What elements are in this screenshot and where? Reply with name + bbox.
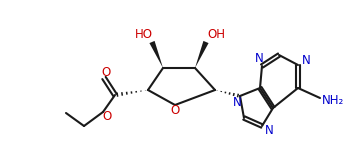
Text: N: N — [254, 52, 264, 66]
Text: HO: HO — [135, 29, 153, 41]
Text: N: N — [265, 123, 273, 136]
Polygon shape — [150, 41, 163, 68]
Text: NH₂: NH₂ — [322, 94, 344, 107]
Text: N: N — [233, 96, 241, 110]
Text: OH: OH — [207, 29, 225, 41]
Text: N: N — [302, 53, 310, 67]
Polygon shape — [195, 41, 209, 68]
Text: O: O — [170, 104, 180, 117]
Text: O: O — [102, 111, 112, 123]
Text: O: O — [101, 66, 111, 78]
